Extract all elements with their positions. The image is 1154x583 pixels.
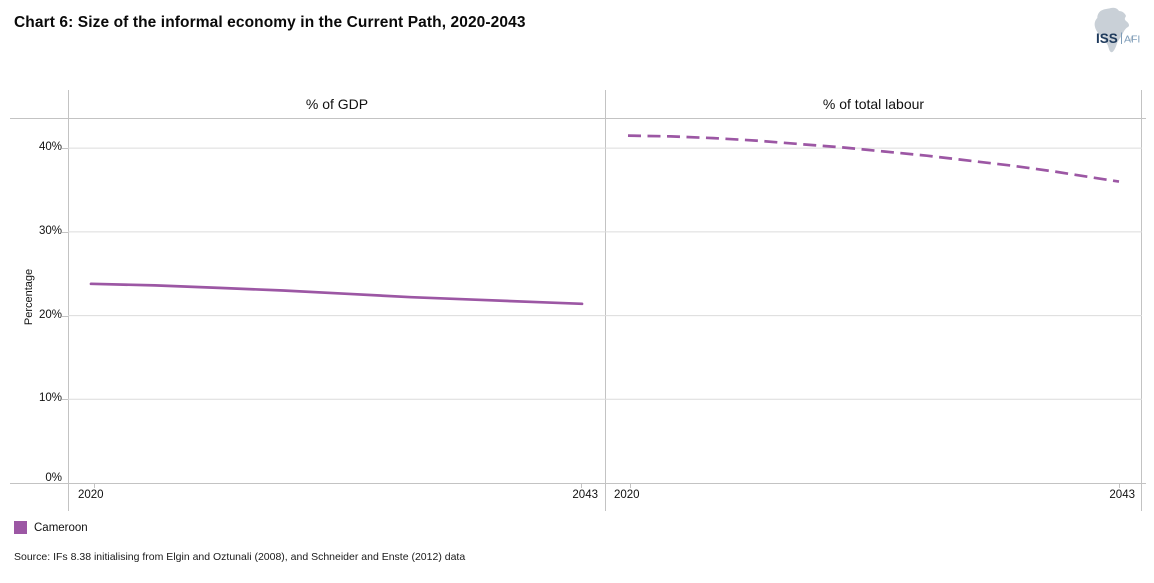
x-axis-tick — [94, 483, 95, 488]
page-title: Chart 6: Size of the informal economy in… — [14, 14, 526, 31]
x-axis-tick — [581, 483, 582, 488]
plot-left-border — [68, 90, 69, 511]
x-tick-labour-2020: 2020 — [614, 489, 640, 501]
header-separator-line — [10, 118, 1146, 119]
y-axis-tick — [62, 399, 68, 401]
y-axis-tick — [62, 148, 68, 150]
x-axis-line — [10, 483, 1146, 484]
y-tick-label: 0% — [45, 472, 62, 484]
legend-label-cameroon: Cameroon — [34, 521, 88, 534]
x-tick-gdp-2020: 2020 — [78, 489, 104, 501]
y-axis-tick — [62, 315, 68, 317]
iss-afi-logo: ISS AFI — [1086, 6, 1142, 56]
y-tick-label: 40% — [38, 141, 62, 154]
series-line-cameroon-1 — [627, 134, 1120, 183]
logo-text-secondary: AFI — [1124, 34, 1140, 46]
panel-header-labour: % of total labour — [822, 96, 925, 112]
madagascar-icon — [1130, 35, 1134, 42]
legend-swatch-cameroon — [14, 521, 27, 534]
y-tick-label: 30% — [38, 224, 62, 237]
y-axis-tick — [62, 231, 68, 233]
x-tick-labour-2043: 2043 — [1109, 489, 1135, 501]
line-plot-gdp — [68, 147, 605, 400]
panel-divider — [605, 90, 606, 511]
x-tick-gdp-2043: 2043 — [572, 489, 598, 501]
logo-separator — [1121, 32, 1122, 44]
y-axis-title: Percentage — [23, 268, 35, 326]
x-axis-tick — [1119, 483, 1120, 488]
series-line-cameroon-0 — [89, 282, 584, 306]
x-axis-tick — [630, 483, 631, 488]
plot-right-border — [1141, 90, 1142, 511]
source-note: Source: IFs 8.38 initialising from Elgin… — [14, 551, 466, 563]
y-tick-label: 20% — [38, 308, 62, 321]
africa-silhouette-icon — [1094, 7, 1130, 53]
line-plot-labour — [605, 134, 1142, 400]
logo-text-primary: ISS — [1096, 31, 1118, 46]
panel-header-gdp: % of GDP — [305, 96, 369, 112]
africa-logo-icon: ISS AFI — [1094, 7, 1140, 53]
y-tick-label: 10% — [38, 392, 62, 405]
legend: Cameroon — [14, 521, 88, 534]
